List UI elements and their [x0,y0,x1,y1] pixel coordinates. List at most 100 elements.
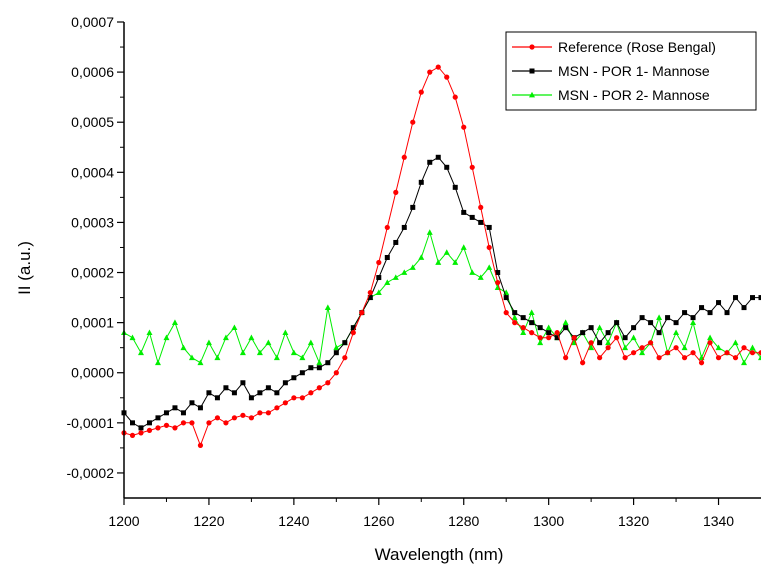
series-3-point [163,334,170,341]
series-3-point [469,269,476,275]
x-tick-label: 1200 [108,513,139,529]
series-2-point [605,330,611,336]
series-3-point [749,344,756,351]
series-2-point [452,184,458,190]
legend-swatch-marker [529,68,535,74]
series-1-point [393,189,399,195]
series-3-point [477,274,484,280]
series-1-point [732,355,739,361]
series-1-point [359,310,365,316]
series-2-point [291,375,297,381]
series-2-point [716,300,722,306]
x-tick-label: 1280 [448,513,479,529]
y-tick-label: 0,0002 [71,265,114,281]
series-3-point [239,349,246,356]
series-1-point [172,425,178,431]
y-axis-title: II (a.u.) [15,241,34,295]
series-2-point [622,335,628,341]
series-3-point [562,319,569,326]
series-2 [121,154,761,431]
y-tick-label: 0,0005 [71,114,114,130]
x-tick-label: 1240 [278,513,309,529]
legend-label: MSN - POR 2- Mannose [558,87,710,103]
series-2-point [163,410,169,416]
series-1-point [163,422,170,428]
series-2-point [614,320,620,326]
series-2-point [418,179,424,185]
series-3-point [222,334,229,341]
series-1-point [698,360,705,366]
series-2-point [503,295,509,301]
series-1-point [316,385,322,391]
series-1-point [333,370,339,376]
series-1-point [223,420,229,426]
series-2-point [129,420,135,426]
series-1-point [673,345,679,351]
series-2-point [707,310,713,316]
series-1-point [554,330,560,336]
series-2-point [325,360,331,366]
series-2-point [342,340,348,346]
x-axis-title: Wavelength (nm) [375,545,504,564]
series-2-point [444,164,450,170]
series-1-point [563,355,569,361]
series-2-point [520,315,526,321]
series-3-point [299,354,306,361]
series-3-point [231,324,238,331]
series-1-point [681,355,688,361]
series-2-point [265,385,271,391]
series-1-point [146,427,153,433]
series-3-point [256,349,263,356]
legend-label: MSN - POR 1- Mannose [558,63,710,79]
legend-swatch-marker [529,91,535,98]
series-1-point [749,350,756,356]
series-1-point [197,442,204,448]
series-1-point [214,415,221,421]
series-3-point [520,329,527,336]
series-1-point [138,430,144,436]
series-1-point [486,244,492,251]
series-1-point [605,345,611,351]
series-2-point [554,335,560,341]
series-1-point [597,355,603,361]
series-1-point [206,420,212,426]
series-1-point [274,405,280,411]
series-3-point [154,359,161,366]
series-1-point [189,420,195,426]
series-3-point [282,329,289,336]
series-2-point [699,305,705,311]
series-1-point [418,89,424,95]
series-2-point [393,239,399,245]
series-2-point [376,275,382,281]
series-3-point [146,329,153,336]
series-3-point [333,344,340,351]
series-1-point [265,410,271,416]
series-2-point [656,330,662,336]
series-1-point [376,259,382,266]
series-2-point [223,385,229,391]
series-2-point [537,325,543,331]
series-3-point [214,354,221,361]
series-1-point [231,415,238,421]
series-1-point [461,124,467,130]
series-2-point [155,415,161,421]
series-2-point [512,310,518,316]
x-tick-label: 1340 [703,513,734,529]
series-2-point [146,420,152,426]
series-1-point [520,325,526,331]
series-1-point [342,355,348,361]
series-1-point [308,390,314,396]
series-2-point [214,395,220,401]
series-3-point [435,259,442,265]
series-1-point [291,395,297,401]
series-2-point [333,350,339,356]
series-3-point [460,244,467,250]
series-2-point [282,380,288,386]
series-1-point [367,289,373,296]
series-2-point [682,310,688,316]
series-2-point [197,405,203,411]
series-2-point [588,325,594,331]
y-tick-label: 0,0003 [71,214,114,230]
series-3-point [392,274,399,280]
series-1-point [495,279,501,286]
